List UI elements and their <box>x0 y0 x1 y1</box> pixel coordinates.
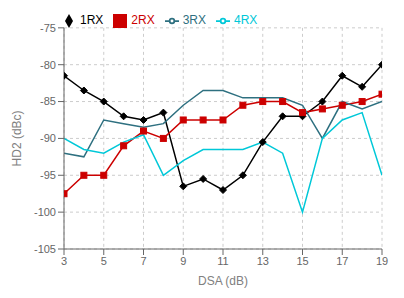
svg-text:5: 5 <box>101 255 107 267</box>
svg-text:17: 17 <box>336 255 348 267</box>
svg-text:9: 9 <box>180 255 186 267</box>
svg-text:HD2 (dBc): HD2 (dBc) <box>10 110 24 166</box>
svg-text:19: 19 <box>376 255 388 267</box>
html-text:3RX: 3RX <box>182 13 206 27</box>
svg-text:11: 11 <box>217 255 228 267</box>
html-text:2RX: 2RX <box>131 13 155 27</box>
svg-text:3: 3 <box>61 255 67 267</box>
html-text:4RX: 4RX <box>234 13 258 27</box>
svg-text:-80: -80 <box>40 59 56 71</box>
svg-text:-105: -105 <box>34 243 56 255</box>
svg-text:13: 13 <box>257 255 269 267</box>
svg-text:-75: -75 <box>40 22 56 34</box>
svg-text:DSA (dB): DSA (dB) <box>198 274 248 288</box>
svg-text:-85: -85 <box>40 95 56 107</box>
svg-text:7: 7 <box>140 255 146 267</box>
html-text:1RX: 1RX <box>80 13 104 27</box>
svg-text:15: 15 <box>296 255 308 267</box>
svg-text:-100: -100 <box>34 206 56 218</box>
svg-text:-90: -90 <box>40 132 56 144</box>
svg-text:-95: -95 <box>40 169 56 181</box>
